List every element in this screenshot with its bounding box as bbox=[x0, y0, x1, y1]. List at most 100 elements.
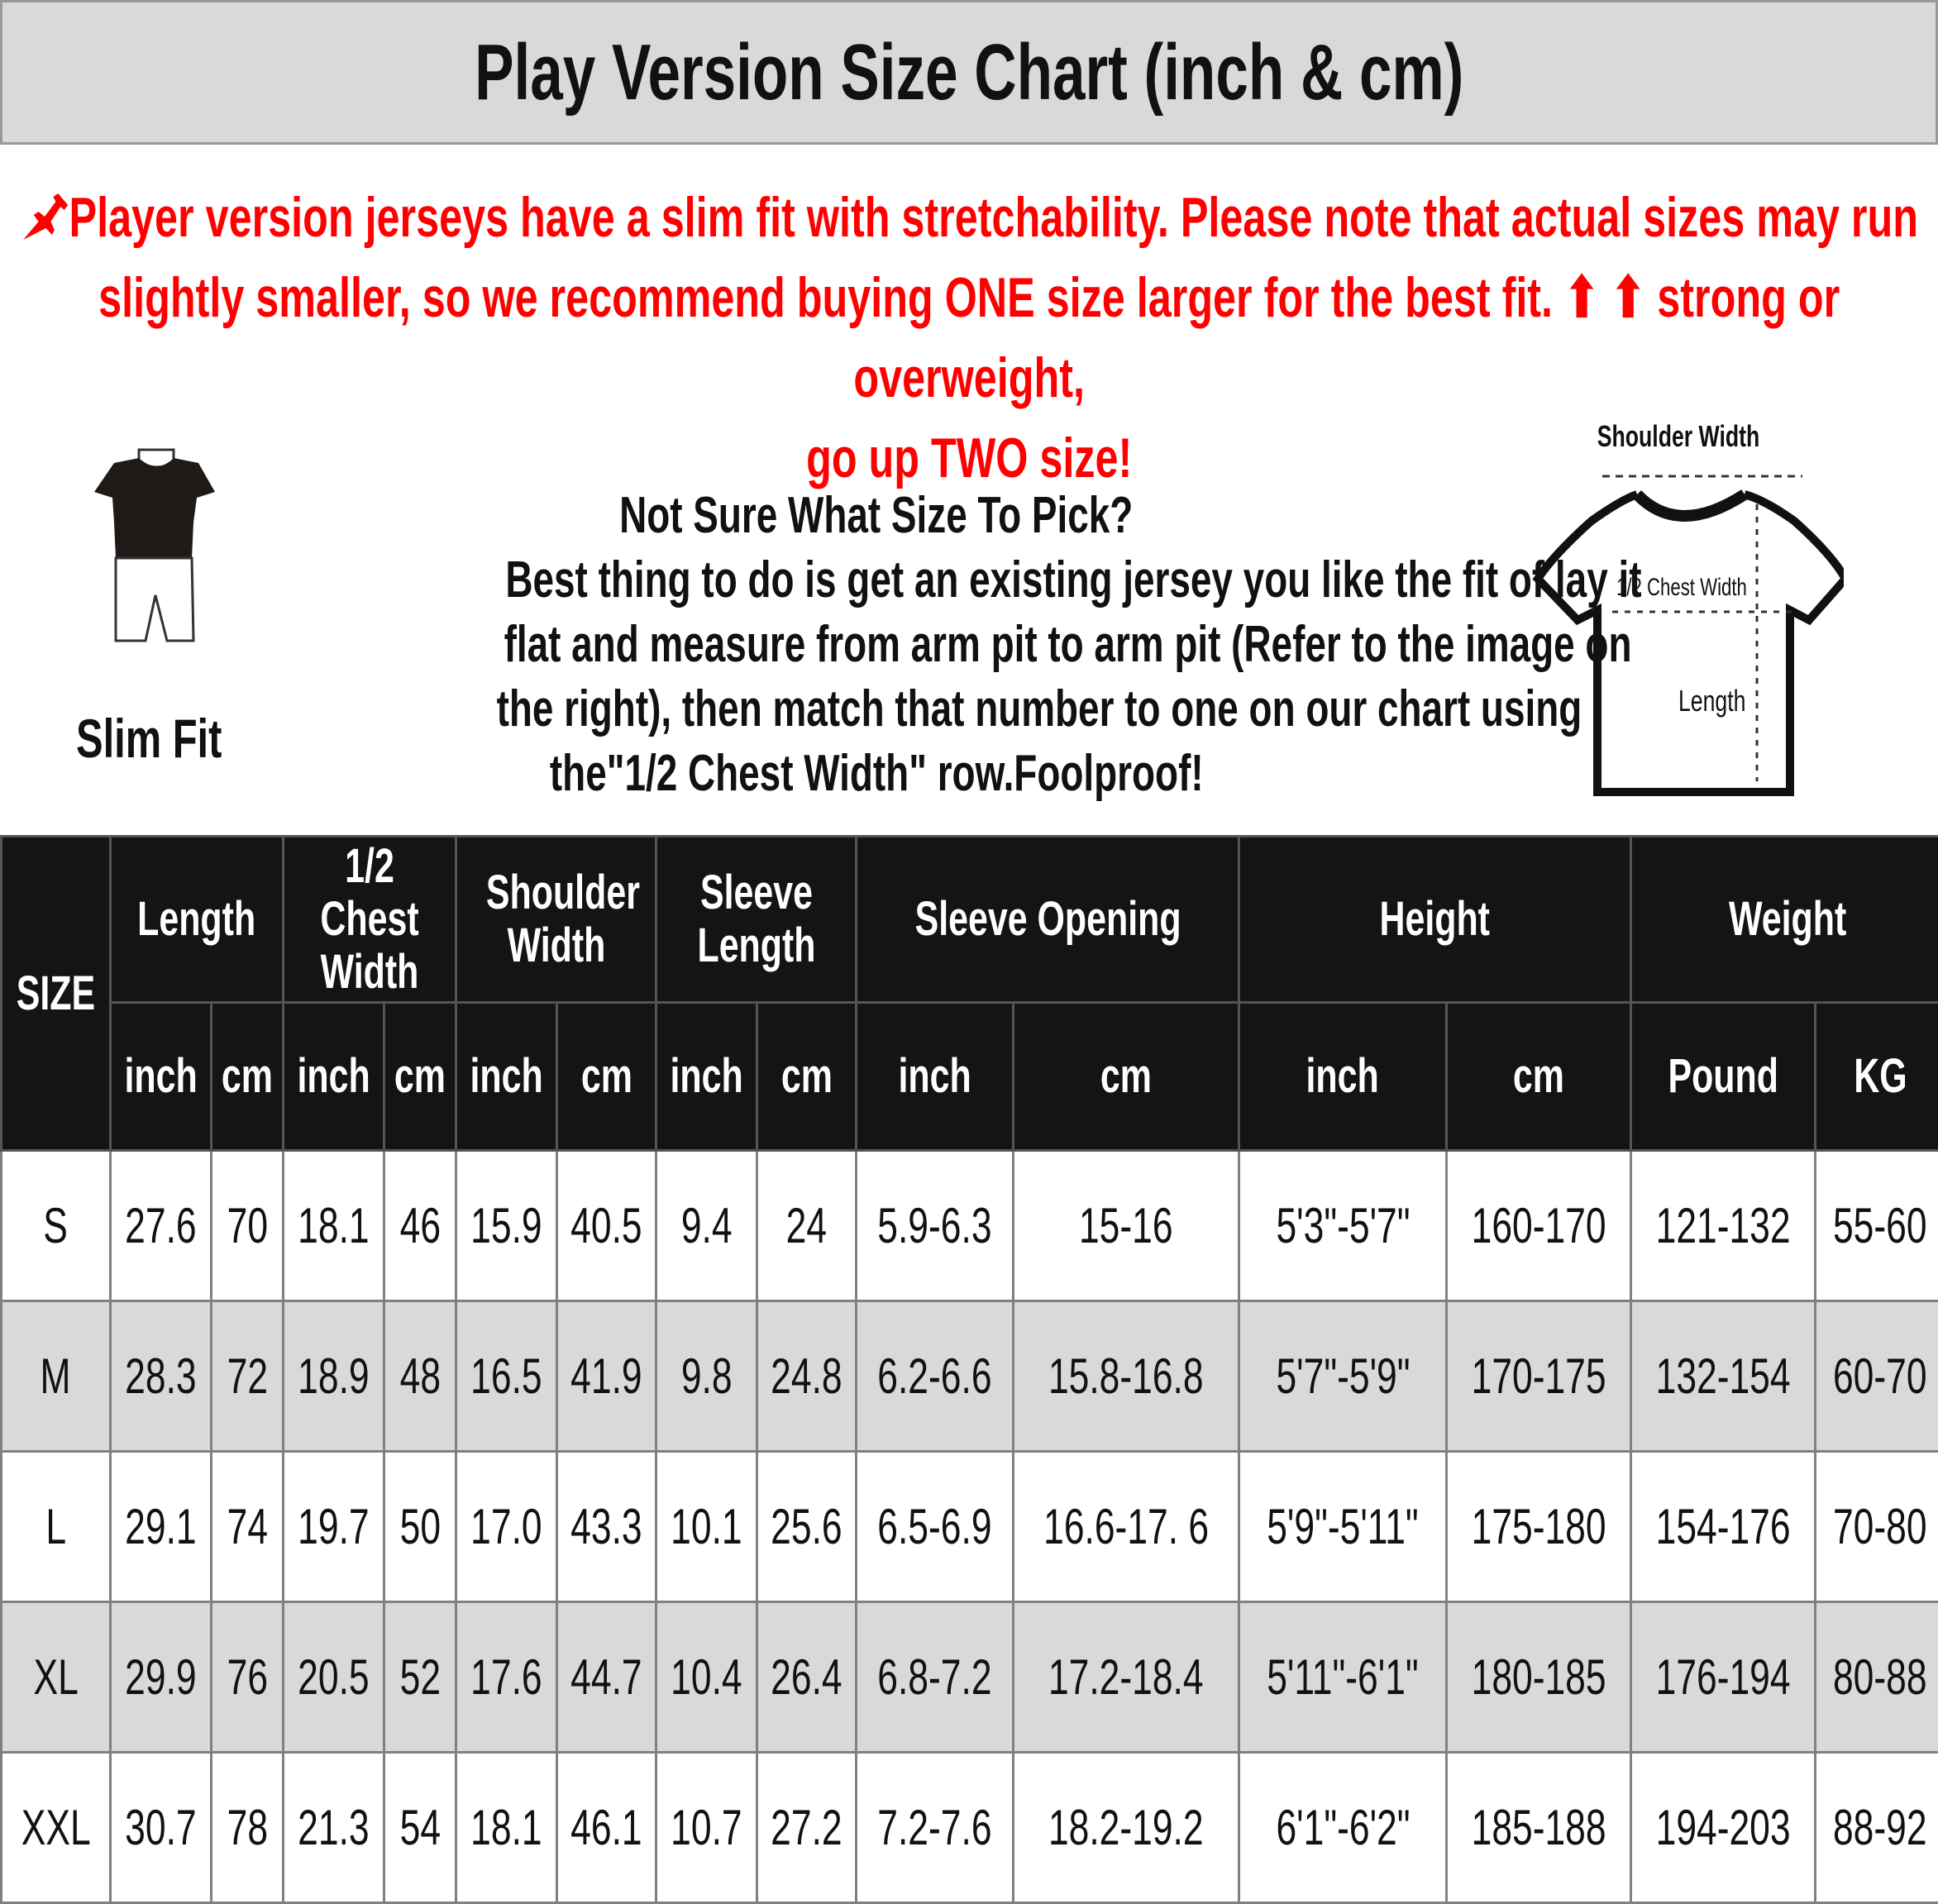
table-cell: 9.8 bbox=[656, 1301, 757, 1452]
table-cell: 44.7 bbox=[557, 1602, 656, 1753]
table-cell: 19.7 bbox=[283, 1452, 384, 1602]
table-cell: 5'3"-5'7" bbox=[1239, 1151, 1447, 1301]
table-cell: 5'9"-5'11" bbox=[1239, 1452, 1447, 1602]
slim-fit-label: Slim Fit bbox=[50, 707, 248, 770]
table-cell: 10.4 bbox=[656, 1602, 757, 1753]
table-cell: 70 bbox=[212, 1151, 284, 1301]
table-cell: 154-176 bbox=[1631, 1452, 1816, 1602]
table-cell: 74 bbox=[212, 1452, 284, 1602]
table-cell: 46 bbox=[384, 1151, 456, 1301]
table-cell: 21.3 bbox=[283, 1753, 384, 1903]
table-cell: 60-70 bbox=[1816, 1301, 1938, 1452]
table-cell: 175-180 bbox=[1446, 1452, 1630, 1602]
table-cell: 27.6 bbox=[110, 1151, 211, 1301]
column-group-header: Weight bbox=[1631, 837, 1938, 1003]
table-cell: 24.8 bbox=[757, 1301, 857, 1452]
table-cell: 194-203 bbox=[1631, 1753, 1816, 1903]
table-cell: 10.7 bbox=[656, 1753, 757, 1903]
size-header: SIZE bbox=[2, 837, 111, 1151]
instructions-line: the"1/2 Chest Width" row.Foolproof! bbox=[306, 742, 1447, 806]
instructions-line: flat and measure from arm pit to arm pit… bbox=[306, 613, 1447, 677]
table-cell: 16.5 bbox=[456, 1301, 557, 1452]
table-cell: 17.0 bbox=[456, 1452, 557, 1602]
table-cell: 6.8-7.2 bbox=[857, 1602, 1014, 1753]
table-cell: 20.5 bbox=[283, 1602, 384, 1753]
unit-header: inch bbox=[857, 1003, 1014, 1151]
instructions-line: Best thing to do is get an existing jers… bbox=[306, 548, 1447, 613]
unit-header: KG bbox=[1816, 1003, 1938, 1151]
table-cell: 18.1 bbox=[283, 1151, 384, 1301]
shoulder-width-label: Shoulder Width bbox=[1597, 419, 1760, 453]
notice-line: Player version jerseys have a slim fit w… bbox=[0, 178, 1938, 258]
unit-header: inch bbox=[283, 1003, 384, 1151]
table-cell: 46.1 bbox=[557, 1753, 656, 1903]
size-cell: XXL bbox=[2, 1753, 111, 1903]
table-cell: 29.9 bbox=[110, 1602, 211, 1753]
column-group-header: Sleeve Length bbox=[656, 837, 857, 1003]
table-cell: 176-194 bbox=[1631, 1602, 1816, 1753]
table-cell: 48 bbox=[384, 1301, 456, 1452]
notice-line: slightly smaller, so we recommend buying… bbox=[0, 258, 1938, 418]
table-cell: 26.4 bbox=[757, 1602, 857, 1753]
table-cell: 18.2-19.2 bbox=[1013, 1753, 1239, 1903]
instructions-line: the right), then match that number to on… bbox=[306, 677, 1447, 742]
table-cell: 40.5 bbox=[557, 1151, 656, 1301]
table-cell: 70-80 bbox=[1816, 1452, 1938, 1602]
unit-header: cm bbox=[557, 1003, 656, 1151]
table-cell: 28.3 bbox=[110, 1301, 211, 1452]
unit-header: inch bbox=[110, 1003, 211, 1151]
table-cell: 25.6 bbox=[757, 1452, 857, 1602]
instructions-heading: Not Sure What Size To Pick? bbox=[306, 484, 1447, 548]
table-cell: 15.8-16.8 bbox=[1013, 1301, 1239, 1452]
table-cell: 50 bbox=[384, 1452, 456, 1602]
table-cell: 15-16 bbox=[1013, 1151, 1239, 1301]
unit-header: Pound bbox=[1631, 1003, 1816, 1151]
table-cell: 88-92 bbox=[1816, 1753, 1938, 1903]
title-bar: Play Version Size Chart (inch & cm) bbox=[0, 0, 1938, 145]
table-cell: 185-188 bbox=[1446, 1753, 1630, 1903]
column-group-header: Shoulder Width bbox=[456, 837, 656, 1003]
unit-header: cm bbox=[212, 1003, 284, 1151]
table-cell: 80-88 bbox=[1816, 1602, 1938, 1753]
table-cell: 30.7 bbox=[110, 1753, 211, 1903]
table-cell: 6.2-6.6 bbox=[857, 1301, 1014, 1452]
table-cell: 41.9 bbox=[557, 1301, 656, 1452]
table-cell: 18.1 bbox=[456, 1753, 557, 1903]
size-cell: M bbox=[2, 1301, 111, 1452]
table-cell: 170-175 bbox=[1446, 1301, 1630, 1452]
table-cell: 18.9 bbox=[283, 1301, 384, 1452]
size-cell: XL bbox=[2, 1602, 111, 1753]
table-cell: 10.1 bbox=[656, 1452, 757, 1602]
table-cell: 5'11"-6'1" bbox=[1239, 1602, 1447, 1753]
table-cell: 15.9 bbox=[456, 1151, 557, 1301]
table-cell: 9.4 bbox=[656, 1151, 757, 1301]
table-cell: 27.2 bbox=[757, 1753, 857, 1903]
table-cell: 121-132 bbox=[1631, 1151, 1816, 1301]
unit-header: inch bbox=[456, 1003, 557, 1151]
column-group-header: Length bbox=[110, 837, 283, 1003]
table-cell: 29.1 bbox=[110, 1452, 211, 1602]
unit-header: cm bbox=[1013, 1003, 1239, 1151]
unit-header: cm bbox=[384, 1003, 456, 1151]
table-cell: 7.2-7.6 bbox=[857, 1753, 1014, 1903]
page-title: Play Version Size Chart (inch & cm) bbox=[475, 27, 1463, 118]
table-cell: 17.2-18.4 bbox=[1013, 1602, 1239, 1753]
unit-header: cm bbox=[1446, 1003, 1630, 1151]
length-label: Length bbox=[1678, 684, 1745, 718]
table-cell: 55-60 bbox=[1816, 1151, 1938, 1301]
table-cell: 52 bbox=[384, 1602, 456, 1753]
size-cell: S bbox=[2, 1151, 111, 1301]
table-cell: 5.9-6.3 bbox=[857, 1151, 1014, 1301]
table-cell: 160-170 bbox=[1446, 1151, 1630, 1301]
table-cell: 5'7"-5'9" bbox=[1239, 1301, 1447, 1452]
table-cell: 17.6 bbox=[456, 1602, 557, 1753]
table-cell: 180-185 bbox=[1446, 1602, 1630, 1753]
table-cell: 132-154 bbox=[1631, 1301, 1816, 1452]
column-group-header: 1/2 Chest Width bbox=[283, 837, 456, 1003]
